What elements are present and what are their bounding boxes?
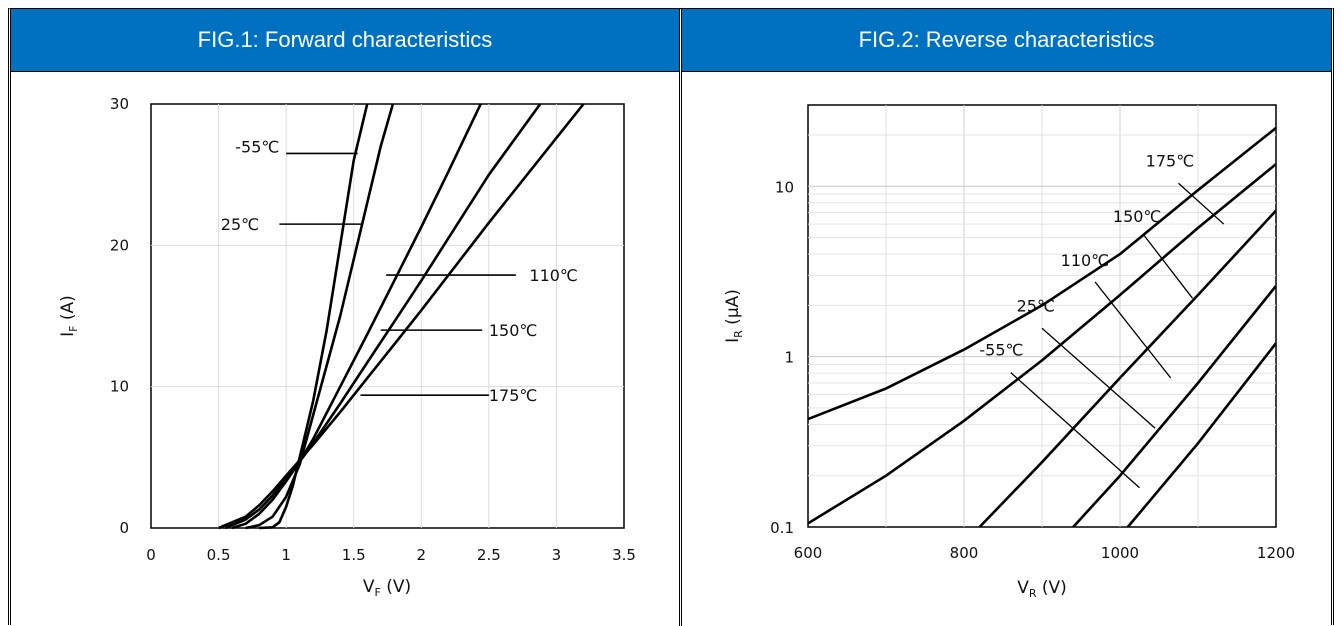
fig1-series-line <box>231 103 482 530</box>
fig2-annotation-leader <box>1010 372 1140 489</box>
fig2-annotation-leader <box>1142 234 1194 299</box>
fig2-series-label: 25℃ <box>1017 296 1055 315</box>
fig1-series-label: 150℃ <box>489 321 538 340</box>
fig2-series-label: 110℃ <box>1061 251 1110 270</box>
fig2-panel: FIG.2: Reverse characteristics 600 800 100… <box>682 9 1331 626</box>
fig1-series-label: -55℃ <box>235 137 279 156</box>
fig2-title: FIG.2: Reverse characteristics <box>682 9 1331 72</box>
fig1-series-line <box>259 103 369 530</box>
fig1-x-tick-label: 1.5 <box>342 546 366 564</box>
fig2-x-tick-label: 800 <box>950 544 979 562</box>
figure-frame: FIG.1: Forward characteristics 0 0.5 1 1.5 2… <box>8 8 1334 626</box>
fig2-annotation-leader <box>1178 182 1225 225</box>
fig1-title: FIG.1: Forward characteristics <box>11 9 679 72</box>
fig2-series-line <box>1126 342 1276 527</box>
fig2-series-label: 175℃ <box>1146 151 1195 170</box>
fig1-x-tick-label: 0 <box>146 546 156 564</box>
fig2-x-tick-label: 600 <box>794 544 823 562</box>
fig2-series-line <box>808 126 1276 421</box>
fig1-x-axis-label: VF (V) <box>363 577 411 599</box>
fig1-y-axis-label: IF (A) <box>58 295 80 337</box>
fig1-series-line <box>245 103 395 530</box>
fig2-y-tick-label: 1 <box>784 349 794 367</box>
fig1-chart: 0 0.5 1 1.5 2 2.5 3 3.5 0 10 20 30 -55℃ 25℃ 110℃ 150℃ 1… <box>58 95 636 599</box>
fig2-y-tick-label: 0.1 <box>770 519 794 537</box>
fig1-series-label: 175℃ <box>489 386 538 405</box>
fig1-x-tick-label: 0.5 <box>207 546 231 564</box>
fig1-series-label: 25℃ <box>221 215 259 234</box>
fig2-chart: 600 800 1000 1200 0.1 1 10 175℃ 150℃ 110℃ 25℃ -55℃… <box>723 104 1295 600</box>
fig2-x-axis-label: VR (V) <box>1017 578 1067 600</box>
fig1-series-line <box>218 103 585 530</box>
fig1-x-tick-label: 3.5 <box>612 546 636 564</box>
fig2-annotation-leader <box>1041 327 1156 429</box>
fig2-y-tick-label: 10 <box>775 178 794 196</box>
fig1-x-tick-label: 3 <box>552 546 562 564</box>
fig2-annotation-leader <box>1094 281 1172 379</box>
fig1-x-tick-label: 2 <box>417 546 427 564</box>
fig1-x-tick-label: 1 <box>281 546 291 564</box>
fig1-panel: FIG.1: Forward characteristics 0 0.5 1 1.5 2… <box>11 9 682 626</box>
fig2-y-axis-label: IR (μA) <box>723 289 745 343</box>
fig2-series-label: 150℃ <box>1113 207 1162 226</box>
fig1-y-tick-label: 10 <box>110 378 129 396</box>
fig2-x-tick-label: 1200 <box>1257 544 1295 562</box>
fig1-y-tick-label: 0 <box>119 519 129 537</box>
fig2-series-line <box>808 163 1276 525</box>
fig2-series-line <box>978 209 1276 527</box>
fig1-series-label: 110℃ <box>529 266 578 285</box>
fig1-series-line <box>224 103 542 530</box>
fig2-series-label: -55℃ <box>979 341 1023 360</box>
fig2-x-tick-label: 1000 <box>1101 544 1139 562</box>
fig2-series-line <box>1072 285 1276 527</box>
fig1-x-tick-label: 2.5 <box>477 546 501 564</box>
fig1-plot-area <box>150 103 625 529</box>
fig1-y-tick-label: 20 <box>110 236 129 254</box>
fig1-y-tick-label: 30 <box>110 95 129 113</box>
